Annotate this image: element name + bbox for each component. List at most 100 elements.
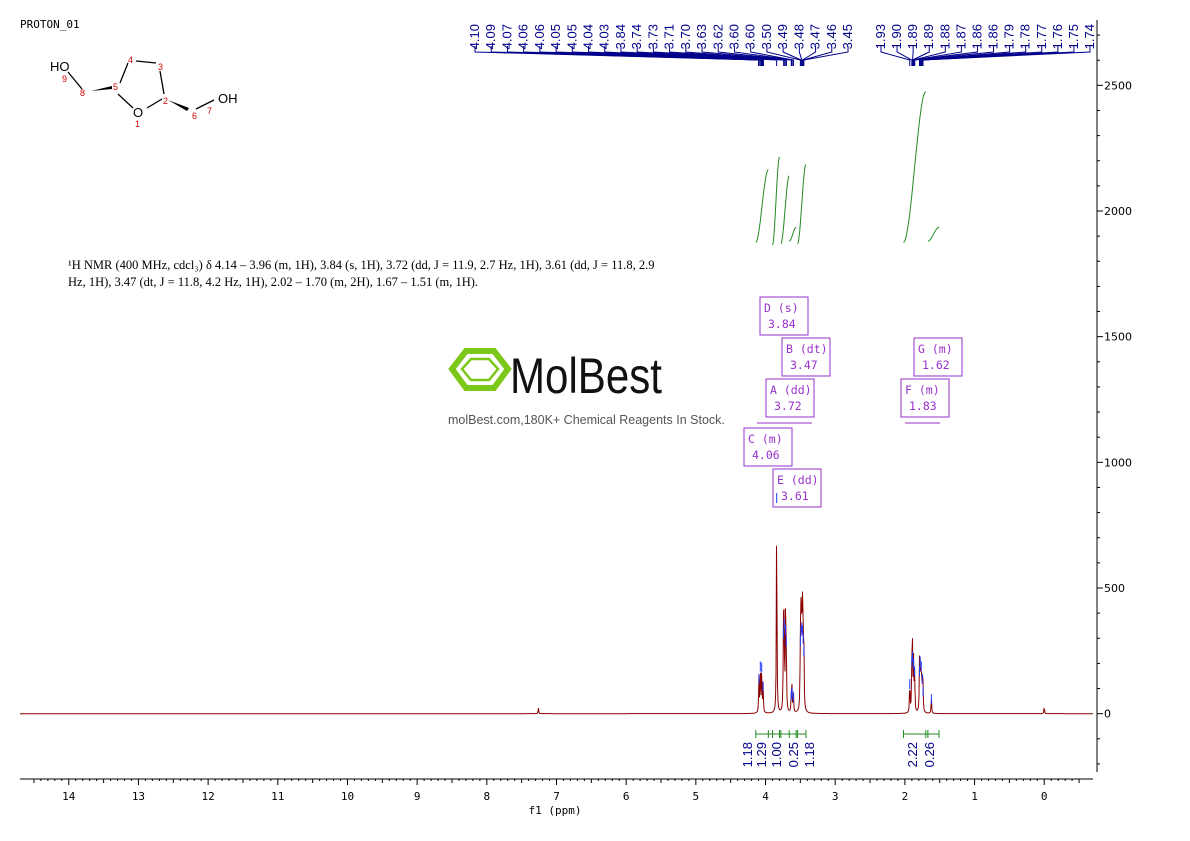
multiplet-box: E (dd) 3.61 (772, 468, 822, 508)
multiplet-box: A (dd) 3.72 (765, 378, 815, 418)
peak-leader (701, 46, 792, 66)
peak-label: 4.07 (499, 24, 514, 49)
peak-leader (798, 46, 803, 66)
peak-label: 1.89 (921, 24, 936, 49)
peak-label: 1.77 (1034, 24, 1049, 49)
peak-label: 3.45 (840, 24, 855, 49)
atom-number: 6 (192, 111, 197, 121)
y-tick-label: 1000 (1104, 456, 1132, 469)
peak-label: 1.88 (937, 24, 952, 49)
peak-label: 1.90 (889, 24, 904, 49)
hexagon-logo-icon (448, 348, 512, 391)
peak-leader (913, 46, 962, 66)
atom-number: 3 (158, 62, 163, 72)
x-axis-ticks: 14 13 12 11 10 9 8 7 6 5 4 3 2 1 0 (33, 779, 1080, 803)
molecule-structure: HO 9 8 5 4 3 2 O 1 6 7 OH (50, 55, 238, 129)
sample-id: PROTON_01 (20, 18, 80, 31)
y-axis-ticks: 2500 2000 1500 1000 500 0 (1097, 34, 1132, 765)
peak-label: 1.93 (873, 24, 888, 49)
peak-label: 4.10 (467, 24, 482, 49)
x-tick-label: 8 (484, 790, 491, 803)
multiplet-type: D (s) (764, 301, 799, 315)
atom-number: 4 (128, 55, 133, 65)
brand-name: MolBest (510, 348, 662, 404)
x-tick-label: 1 (971, 790, 978, 803)
multiplet-type: B (dt) (786, 342, 828, 356)
multiplet-type: G (m) (918, 342, 953, 356)
peak-label: 1.76 (1050, 24, 1065, 49)
x-tick-label: 5 (693, 790, 700, 803)
x-tick-label: 7 (553, 790, 560, 803)
peak-label: 4.05 (564, 24, 579, 49)
peak-leader (620, 46, 778, 66)
peak-leader (604, 46, 764, 66)
multiplet-shift: 3.47 (790, 358, 818, 372)
peak-label: 4.04 (581, 24, 596, 49)
peak-label: 4.06 (516, 24, 531, 49)
atom-number: 8 (80, 88, 85, 98)
peak-label: 3.73 (645, 24, 660, 49)
peak-leader (652, 46, 785, 66)
integral-value: 0.25 (786, 742, 801, 767)
peak-leader (880, 46, 911, 66)
peak-leader (912, 46, 946, 66)
integral-bars: 1.18 1.29 1.00 0.25 1.18 2.22 0.26 (740, 730, 940, 767)
x-tick-label: 4 (762, 790, 769, 803)
peak-label: 3.60 (743, 24, 758, 49)
peak-label: 3.50 (759, 24, 774, 49)
peak-label: 3.70 (678, 24, 693, 49)
x-tick-label: 11 (271, 790, 284, 803)
multiplet-type: E (dd) (777, 473, 819, 487)
multiplet-labels: D (s) 3.84 B (dt) 3.47 A (dd) 3.72 C (m) 4.06 E … (743, 296, 963, 508)
x-tick-label: 12 (201, 790, 214, 803)
x-axis-label: f1 (ppm) (529, 804, 582, 817)
integral-curve (772, 156, 780, 246)
multiplet-type: F (m) (905, 383, 940, 397)
x-tick-label: 6 (623, 790, 630, 803)
x-tick-label: 10 (341, 790, 354, 803)
peak-leader (803, 46, 849, 66)
peak-label: 3.62 (710, 24, 725, 49)
integral-value: 2.22 (905, 742, 920, 767)
integral-value: 1.29 (754, 742, 769, 767)
peak-label: 4.06 (532, 24, 547, 49)
peak-label: 1.87 (953, 24, 968, 49)
atom-label: OH (218, 91, 238, 106)
multiplet-shift: 3.61 (781, 489, 809, 503)
peak-label: 3.60 (726, 24, 741, 49)
integral-curve (927, 226, 940, 242)
integral-curve (903, 91, 927, 243)
peak-label: 1.79 (1002, 24, 1017, 49)
peak-label: 4.09 (483, 24, 498, 49)
peak-label: 4.03 (597, 24, 612, 49)
nmr-description: ¹H NMR (400 MHz, cdcl₃) δ 4.14 – 3.96 (m… (68, 258, 655, 289)
peak-label: 1.86 (986, 24, 1001, 49)
peak-leader (914, 46, 995, 66)
peak-leader (636, 46, 785, 66)
peak-leader (782, 46, 802, 66)
peak-label: 3.48 (791, 24, 806, 49)
integral-value: 1.18 (740, 742, 755, 767)
atom-label: O (133, 105, 143, 120)
integral-value: 1.18 (802, 742, 817, 767)
peak-label: 3.46 (824, 24, 839, 49)
x-tick-label: 0 (1041, 790, 1048, 803)
peak-label: 3.63 (694, 24, 709, 49)
peak-label: 3.47 (808, 24, 823, 49)
multiplet-shift: 1.83 (909, 399, 937, 413)
peak-leader (766, 46, 801, 66)
peak-label: 1.74 (1082, 24, 1097, 49)
x-tick-label: 13 (132, 790, 145, 803)
peak-leader (685, 46, 787, 66)
integral-curve (755, 169, 769, 243)
x-tick-label: 2 (902, 790, 909, 803)
x-tick-label: 9 (414, 790, 421, 803)
multiplet-shift: 1.62 (922, 358, 950, 372)
y-tick-label: 2000 (1104, 205, 1132, 218)
integral-value: 0.26 (922, 742, 937, 767)
atom-number: 9 (62, 74, 67, 84)
integral-value: 1.00 (769, 742, 784, 767)
peak-label: 1.75 (1066, 24, 1081, 49)
peak-leader (922, 46, 1091, 66)
peak-leader (750, 46, 794, 66)
